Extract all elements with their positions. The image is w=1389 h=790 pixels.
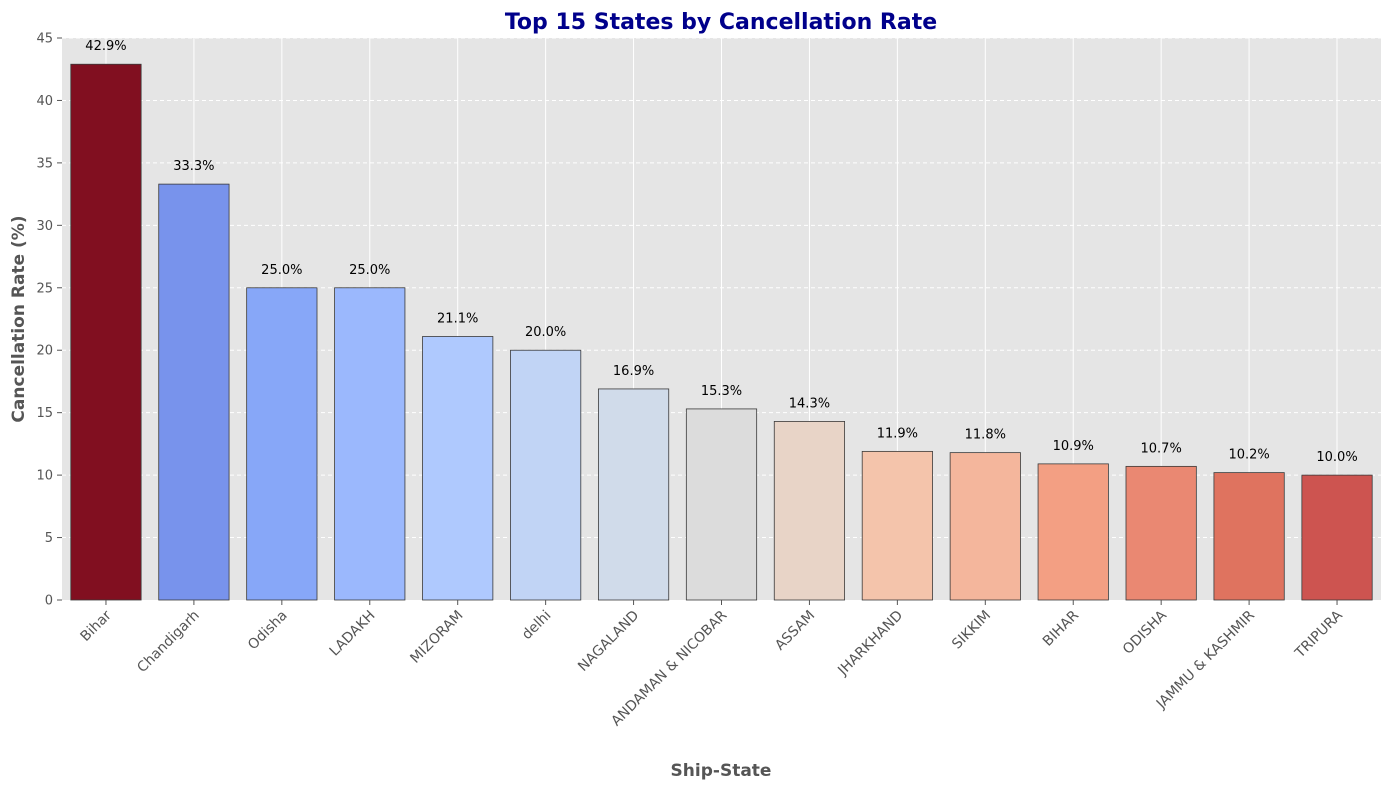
y-axis-ticks: 0 5 10 15 20 25 30 35 40 45 bbox=[36, 32, 62, 609]
x-tick-label: JAMMU & KASHMIR bbox=[1153, 607, 1258, 712]
y-tick-label: 10 bbox=[36, 469, 53, 484]
x-tick-label: delhi bbox=[519, 608, 554, 643]
data-label: 10.2% bbox=[1228, 448, 1269, 463]
data-labels: 42.9% 33.3% 25.0% 25.0% 21.1% 20.0% 16.9% 15.3%… bbox=[85, 39, 1357, 465]
x-tick-label: ODISHA bbox=[1120, 607, 1170, 657]
y-tick-label: 40 bbox=[36, 94, 53, 109]
bar bbox=[1301, 474, 1373, 601]
bar bbox=[246, 287, 318, 601]
x-tick-label: Bihar bbox=[78, 607, 115, 644]
x-tick-label: TRIPURA bbox=[1292, 607, 1347, 662]
bar bbox=[334, 287, 406, 601]
y-tick-label: 25 bbox=[36, 281, 53, 296]
data-label: 10.7% bbox=[1141, 441, 1182, 456]
data-label: 16.9% bbox=[613, 364, 654, 379]
bars bbox=[70, 63, 1373, 601]
bar bbox=[510, 349, 582, 601]
x-tick-label: BIHAR bbox=[1040, 607, 1082, 649]
y-tick-label: 15 bbox=[36, 406, 53, 421]
x-axis-ticks: Bihar Chandigarh Odisha LADAKH MIZORAM delhi N… bbox=[78, 600, 1347, 729]
data-label: 21.1% bbox=[437, 311, 478, 326]
y-tick-label: 0 bbox=[45, 594, 53, 609]
x-tick-label: LADAKH bbox=[327, 608, 379, 660]
x-tick-label: JHARKHAND bbox=[834, 608, 906, 680]
chart-title: Top 15 States by Cancellation Rate bbox=[505, 10, 937, 35]
bar bbox=[949, 452, 1021, 601]
bar bbox=[861, 450, 933, 601]
bar bbox=[70, 63, 142, 601]
y-tick-label: 45 bbox=[36, 32, 53, 47]
x-tick-label: Odisha bbox=[245, 608, 291, 654]
data-label: 25.0% bbox=[349, 263, 390, 278]
data-label: 10.9% bbox=[1053, 439, 1094, 454]
bar bbox=[1037, 463, 1109, 601]
bar bbox=[685, 408, 758, 601]
x-tick-label: ASSAM bbox=[772, 608, 818, 654]
data-label: 10.0% bbox=[1316, 450, 1357, 465]
x-tick-label: NAGALAND bbox=[575, 608, 642, 675]
y-tick-label: 5 bbox=[45, 531, 53, 546]
data-label: 14.3% bbox=[789, 396, 830, 411]
x-tick-label: Chandigarh bbox=[134, 608, 202, 676]
data-label: 15.3% bbox=[701, 384, 742, 399]
bar bbox=[597, 388, 670, 601]
x-tick-label: MIZORAM bbox=[407, 608, 466, 667]
data-label: 11.9% bbox=[877, 426, 918, 441]
data-label: 42.9% bbox=[85, 39, 126, 54]
bar bbox=[158, 183, 230, 601]
data-label: 25.0% bbox=[261, 263, 302, 278]
y-tick-label: 30 bbox=[36, 219, 53, 234]
bar bbox=[422, 336, 494, 601]
data-label: 11.8% bbox=[965, 428, 1006, 443]
bar bbox=[1213, 472, 1285, 601]
y-axis-label: Cancellation Rate (%) bbox=[9, 215, 29, 422]
data-label: 33.3% bbox=[173, 159, 214, 174]
bar bbox=[773, 421, 846, 601]
data-label: 20.0% bbox=[525, 325, 566, 340]
y-tick-label: 35 bbox=[36, 156, 53, 171]
y-tick-label: 20 bbox=[36, 344, 53, 359]
bar bbox=[1125, 465, 1197, 601]
x-tick-label: SIKKIM bbox=[949, 608, 994, 653]
x-axis-label: Ship-State bbox=[671, 761, 772, 781]
